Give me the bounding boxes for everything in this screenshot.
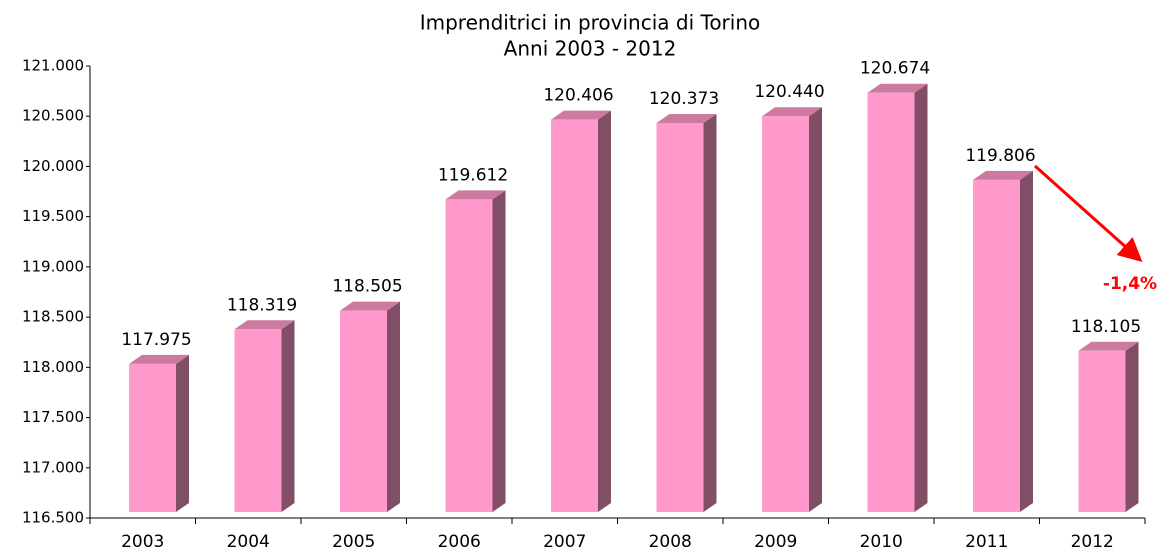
bar [234,320,295,512]
x-tick-label: 2008 [649,532,692,552]
y-tick-label: 119.500 [22,207,84,225]
annotation: -1,4% [1103,274,1157,294]
value-label: 117.975 [121,330,191,350]
x-tick-label: 2006 [438,532,481,552]
bar-side [387,301,400,512]
x-tick-label: 2012 [1071,532,1114,552]
bar-side [598,110,611,512]
value-label: 120.440 [754,82,824,102]
value-label: 118.505 [332,277,402,297]
y-tick-label: 118.500 [22,308,84,326]
bar-front [656,122,704,512]
bar-side [1020,170,1033,512]
bar-front [551,119,598,512]
value-label: 119.806 [965,146,1035,166]
x-tick-label: 2004 [227,532,270,552]
bar [762,107,822,512]
bar [973,170,1033,512]
bar-top [340,301,400,311]
bar [129,354,189,512]
bar-front [867,92,915,513]
bar-top [867,83,928,93]
y-tick-label: 117.000 [22,458,84,476]
bar-top [129,354,189,364]
bar-front [445,199,493,513]
bar-front [1078,350,1126,512]
y-tick-label: 120.500 [22,107,84,125]
bar-side [281,320,295,512]
y-tick-label: 121.000 [22,57,84,75]
x-tick-label: 2005 [332,532,375,552]
x-tick-label: 2007 [543,532,586,552]
bar-front [234,329,282,512]
value-label: 120.373 [649,89,719,109]
y-tick-label: 118.000 [22,358,84,376]
bar-side [1125,341,1139,512]
bar-front [129,363,176,512]
value-label: 120.674 [860,59,930,79]
bar-top [762,107,822,117]
bar-side [176,354,189,512]
bar [867,83,928,513]
value-label: 120.406 [543,86,613,106]
bar-side [809,107,822,512]
bar [551,110,611,512]
chart-subtitle: Anni 2003 - 2012 [504,37,677,61]
bar-side [914,83,928,513]
y-tick-label: 119.000 [22,257,84,275]
y-tick-label: 116.500 [22,509,84,527]
bar [340,301,400,512]
bar-side [492,190,506,513]
x-tick-label: 2010 [860,532,903,552]
bar-front [973,179,1020,512]
bar-side [703,113,717,512]
value-label: 118.105 [1071,317,1141,337]
value-label: 118.319 [227,295,297,315]
x-tick-label: 2009 [754,532,797,552]
x-tick-label: 2011 [965,532,1008,552]
bar [445,190,506,513]
trend-arrow [1034,164,1143,262]
bar-front [340,310,387,512]
bar-top [234,320,295,330]
bar [656,113,717,512]
bar-top [551,110,611,120]
bar-front [762,116,809,512]
value-label: 119.612 [438,165,508,185]
x-tick-label: 2003 [121,532,164,552]
y-tick-label: 120.000 [22,157,84,175]
bar-top [656,113,717,123]
chart-title: Imprenditrici in provincia di Torino [420,11,761,35]
bar-top [973,170,1033,180]
bar-top [1078,341,1139,351]
bar-top [445,190,506,200]
bar [1078,341,1139,512]
y-tick-label: 117.500 [22,408,84,426]
